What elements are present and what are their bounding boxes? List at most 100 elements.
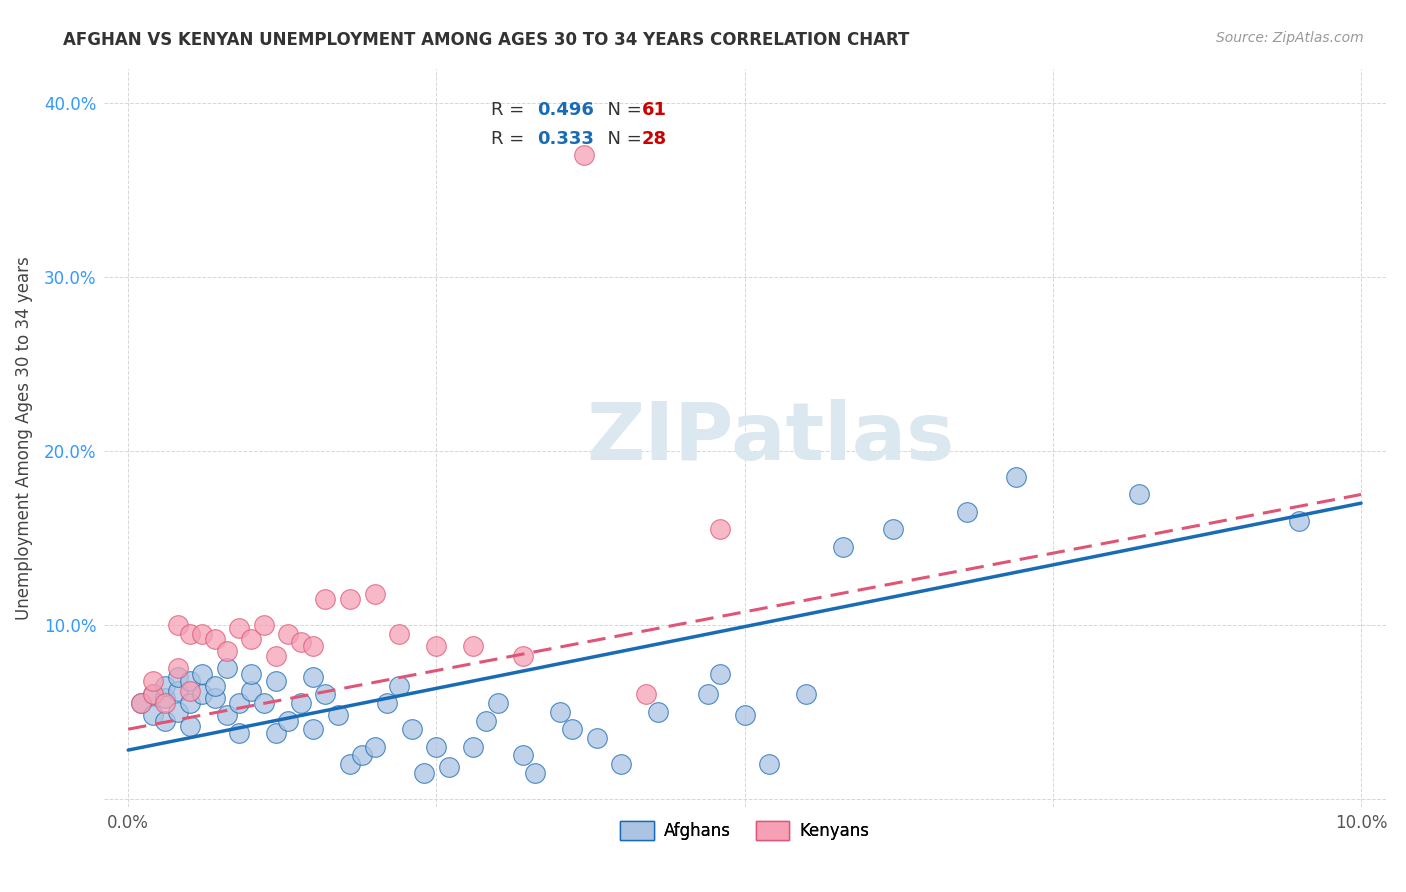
Point (153, 714, 176, 728)
Point (339, 756, 361, 771)
Point (191, 626, 214, 640)
Point (437, 760, 460, 774)
Point (277, 626, 299, 640)
Point (179, 626, 201, 640)
Point (191, 666, 214, 681)
Point (302, 723, 325, 737)
Point (142, 688, 165, 702)
Point (634, 688, 657, 702)
Point (166, 684, 188, 698)
Point (240, 666, 263, 681)
Point (302, 639, 325, 653)
Text: 0.496: 0.496 (537, 101, 593, 119)
Point (129, 696, 152, 710)
Point (709, 522, 731, 536)
Point (463, 739, 485, 754)
Point (709, 666, 731, 681)
Text: ZIPatlas: ZIPatlas (586, 399, 955, 477)
Point (166, 618, 188, 632)
Point (277, 714, 299, 728)
Point (474, 714, 496, 728)
Point (264, 649, 287, 664)
Legend: Afghans, Kenyans: Afghans, Kenyans (613, 814, 876, 847)
Point (191, 688, 214, 702)
Point (314, 591, 336, 606)
Point (425, 739, 447, 754)
Point (253, 618, 276, 632)
Point (215, 708, 238, 723)
Point (326, 708, 349, 723)
Point (166, 705, 188, 719)
Text: Source: ZipAtlas.com: Source: ZipAtlas.com (1216, 31, 1364, 45)
Point (413, 765, 436, 780)
Point (425, 639, 447, 653)
Point (179, 696, 201, 710)
Point (166, 670, 188, 684)
Point (486, 696, 509, 710)
Point (1005, 470, 1028, 484)
Point (388, 679, 411, 693)
Point (142, 673, 165, 688)
Point (142, 688, 165, 702)
Point (153, 679, 176, 693)
Point (512, 649, 534, 664)
Point (734, 708, 756, 723)
Point (240, 684, 263, 698)
Point (512, 748, 534, 763)
Y-axis label: Unemployment Among Ages 30 to 34 years: Unemployment Among Ages 30 to 34 years (15, 256, 32, 620)
Point (882, 522, 904, 536)
Point (264, 725, 287, 739)
Point (794, 688, 817, 702)
Point (1288, 514, 1310, 528)
Point (758, 756, 780, 771)
Point (364, 586, 387, 600)
Point (610, 756, 633, 771)
Point (240, 632, 263, 646)
Point (463, 639, 485, 653)
Point (215, 661, 238, 675)
Point (561, 723, 583, 737)
Point (179, 673, 201, 688)
Point (574, 148, 596, 162)
Text: R =: R = (491, 101, 530, 119)
Point (290, 696, 312, 710)
Point (375, 696, 398, 710)
Point (388, 626, 411, 640)
Point (696, 688, 718, 702)
Point (524, 765, 547, 780)
Point (1128, 487, 1150, 501)
Point (142, 708, 165, 723)
Point (364, 739, 387, 754)
Point (290, 635, 312, 649)
Point (302, 670, 325, 684)
Text: 61: 61 (643, 101, 666, 119)
Point (153, 696, 176, 710)
Point (548, 705, 571, 719)
Point (955, 505, 977, 519)
Text: AFGHAN VS KENYAN UNEMPLOYMENT AMONG AGES 30 TO 34 YEARS CORRELATION CHART: AFGHAN VS KENYAN UNEMPLOYMENT AMONG AGES… (63, 31, 910, 49)
Point (153, 690, 176, 705)
Point (228, 696, 250, 710)
Point (832, 540, 855, 554)
Point (204, 679, 226, 693)
Point (129, 696, 152, 710)
Point (179, 719, 201, 733)
Point (401, 723, 423, 737)
Point (204, 632, 226, 646)
Text: R =: R = (491, 129, 530, 148)
Point (228, 621, 250, 635)
Point (204, 690, 226, 705)
Point (314, 688, 336, 702)
Point (264, 673, 287, 688)
Point (253, 696, 276, 710)
Text: 28: 28 (643, 129, 668, 148)
Point (647, 705, 669, 719)
Point (166, 661, 188, 675)
Point (585, 731, 607, 745)
Point (215, 644, 238, 658)
Point (228, 725, 250, 739)
Text: N =: N = (596, 129, 647, 148)
Point (179, 684, 201, 698)
Text: N =: N = (596, 101, 647, 119)
Point (352, 748, 374, 763)
